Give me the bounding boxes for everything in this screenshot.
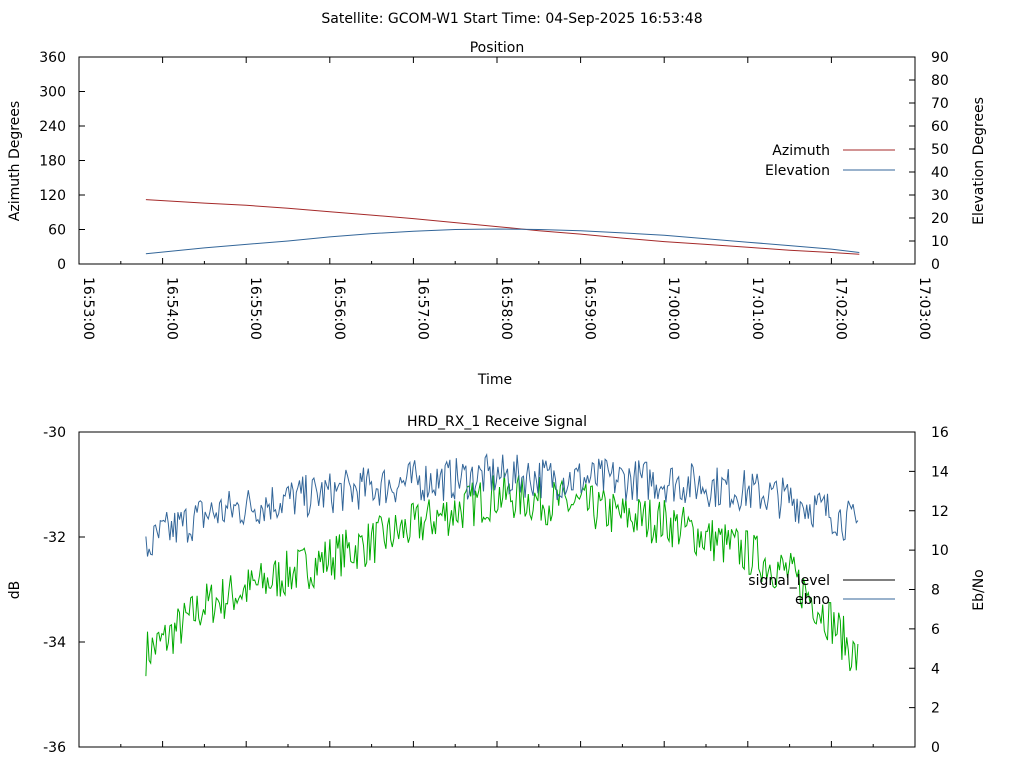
position-y2-tick-label: 90	[931, 50, 949, 66]
signal-y-tick-label: -30	[43, 425, 66, 441]
position-y-tick-label: 120	[39, 188, 66, 204]
position-y-tick-label: 240	[39, 119, 66, 135]
signal-y2-tick-label: 4	[931, 661, 940, 677]
signal-y2-tick-label: 10	[931, 543, 949, 559]
signal-chart-title: HRD_RX_1 Receive Signal	[407, 414, 587, 430]
signal-y2-tick-label: 6	[931, 622, 940, 638]
position-x-tick-label: 17:00:00	[665, 277, 681, 340]
signal-y-tick-label: -36	[43, 740, 66, 756]
signal-legend: signal_level ebno	[748, 573, 895, 608]
position-chart-title: Position	[470, 40, 525, 56]
position-x-tick-label: 16:56:00	[331, 277, 347, 340]
position-y-tick-label: 300	[39, 85, 66, 101]
signal-y-tick-label: -34	[43, 635, 66, 651]
position-y2-tick-label: 20	[931, 211, 949, 227]
position-y-tick-label: 60	[48, 223, 66, 239]
position-y2-tick-label: 60	[931, 119, 949, 135]
position-y2-tick-label: 0	[931, 257, 940, 273]
position-legend: Azimuth Elevation	[765, 143, 895, 179]
position-y2-tick-label: 70	[931, 96, 949, 112]
position-y2-tick-label: 40	[931, 165, 949, 181]
position-chart: Position 0 60 120 180 240 300 360 0 10 20 30 40 50 6…	[7, 40, 987, 388]
position-plot-frame	[78, 56, 916, 265]
position-left-axis: 0 60 120 180 240 300 360	[39, 50, 85, 273]
position-x-tick-label: 16:58:00	[498, 277, 514, 340]
series-signal-level-trace	[145, 472, 859, 677]
position-y-tick-label: 360	[39, 50, 66, 66]
position-x-tick-label: 17:03:00	[916, 277, 932, 340]
signal-y-axis-label: dB	[7, 581, 23, 600]
signal-y2-tick-label: 2	[931, 701, 940, 717]
position-x-tick-label: 17:01:00	[749, 277, 765, 340]
position-x-tick-label: 16:55:00	[247, 277, 263, 340]
position-right-axis: 0 10 20 30 40 50 60 70 80 90	[909, 50, 949, 273]
position-x-tick-label: 16:53:00	[80, 277, 96, 340]
signal-y2-tick-label: 8	[931, 583, 940, 599]
series-elevation-line	[145, 228, 860, 255]
signal-x-axis	[78, 741, 916, 747]
position-x-tick-label: 16:54:00	[164, 277, 180, 340]
legend-label-azimuth: Azimuth	[772, 143, 830, 159]
position-x-tick-label: 17:02:00	[832, 277, 848, 340]
series-ebno-line	[145, 452, 859, 557]
position-x-tick-label: 16:59:00	[582, 277, 598, 340]
position-y-axis-label: Azimuth Degrees	[7, 101, 23, 221]
legend-label-ebno: ebno	[795, 592, 830, 608]
signal-y2-tick-label: 14	[931, 464, 949, 480]
position-y-tick-label: 180	[39, 154, 66, 170]
page-title: Satellite: GCOM-W1 Start Time: 04-Sep-20…	[321, 11, 702, 27]
signal-y-tick-label: -32	[43, 530, 66, 546]
position-y2-tick-label: 30	[931, 188, 949, 204]
position-y2-tick-label: 10	[931, 234, 949, 250]
position-y2-tick-label: 50	[931, 142, 949, 158]
position-y2-axis-label: Elevation Degrees	[971, 97, 987, 225]
legend-label-signal-level: signal_level	[748, 573, 830, 589]
legend-label-elevation: Elevation	[765, 163, 830, 179]
signal-chart: HRD_RX_1 Receive Signal -36 -34 -32 -30 0 2 4…	[7, 414, 987, 756]
position-y-tick-label: 0	[57, 257, 66, 273]
signal-right-axis: 0 2 4 6 8 10 12 14 16	[909, 425, 949, 756]
signal-y2-tick-label: 16	[931, 425, 949, 441]
signal-y2-axis-label: Eb/No	[971, 569, 987, 611]
position-y2-tick-label: 80	[931, 73, 949, 89]
series-azimuth-line	[145, 199, 860, 255]
signal-left-axis: -36 -34 -32 -30	[43, 425, 85, 756]
signal-y2-tick-label: 12	[931, 504, 949, 520]
position-x-tick-label: 16:57:00	[414, 277, 430, 340]
position-x-axis-label: Time	[477, 372, 512, 388]
position-x-axis: 16:53:00 16:54:00 16:55:00 16:56:00 16:57:00…	[78, 57, 932, 340]
signal-y2-tick-label: 0	[931, 740, 940, 756]
